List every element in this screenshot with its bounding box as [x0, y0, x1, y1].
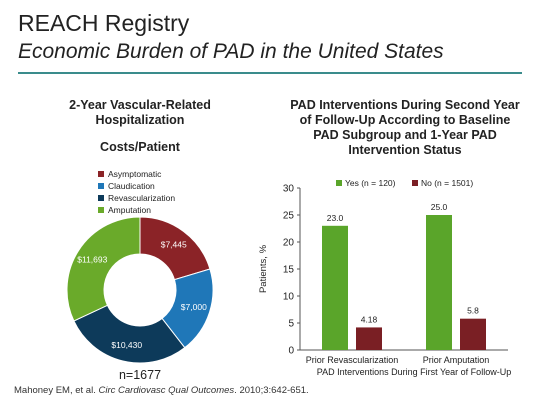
citation-details: . 2010;3:642-651. — [234, 385, 309, 396]
legend-label: Asymptomatic — [108, 169, 162, 179]
bar-yes-1 — [426, 215, 452, 350]
legend-label-no: No (n = 1501) — [421, 178, 473, 188]
legend-item-asymptomatic: Asymptomatic — [98, 168, 175, 180]
legend-label: Amputation — [108, 205, 151, 215]
legend-item-claudication: Claudication — [98, 180, 175, 192]
x-category-label: Prior Revascularization — [306, 355, 399, 365]
donut-value-label-amputation: $11,693 — [77, 255, 107, 265]
y-tick-label: 0 — [288, 346, 294, 357]
x-axis-label: PAD Interventions During First Year of F… — [317, 367, 511, 377]
legend-swatch-no — [412, 180, 418, 186]
bar-value-label-yes-0: 23.0 — [327, 213, 344, 223]
bar-value-label-yes-1: 25.0 — [431, 202, 448, 212]
bar-value-label-no-1: 5.8 — [467, 306, 479, 316]
donut-legend: Asymptomatic Claudication Revascularizat… — [98, 168, 175, 216]
legend-swatch — [98, 171, 104, 177]
legend-swatch-yes — [336, 180, 342, 186]
citation: Mahoney EM, et al. Circ Cardiovasc Qual … — [14, 385, 309, 396]
bar-value-label-no-0: 4.18 — [361, 314, 378, 324]
y-axis-label: Patients, % — [258, 244, 269, 293]
y-tick-label: 10 — [283, 292, 295, 303]
slide-subtitle: Economic Burden of PAD in the United Sta… — [18, 40, 444, 63]
legend-label-yes: Yes (n = 120) — [345, 178, 396, 188]
legend-swatch — [98, 207, 104, 213]
legend-item-amputation: Amputation — [98, 204, 175, 216]
y-tick-label: 5 — [288, 319, 294, 330]
slide-title: REACH Registry — [18, 10, 190, 36]
x-category-label: Prior Amputation — [423, 355, 490, 365]
title-divider — [18, 72, 522, 74]
citation-journal: Circ Cardiovasc Qual Outcomes — [98, 385, 235, 396]
bar-chart-title: PAD Interventions During Second Year of … — [290, 98, 520, 157]
legend-swatch — [98, 183, 104, 189]
donut-slice-asymptomatic — [139, 216, 211, 281]
donut-chart-subtitle: Costs/Patient — [100, 140, 180, 154]
legend-item-revascularization: Revascularization — [98, 192, 175, 204]
legend-label: Revascularization — [108, 193, 176, 203]
y-tick-label: 15 — [283, 265, 295, 276]
sample-size-label: n=1677 — [118, 368, 162, 382]
donut-value-label-asymptomatic: $7,445 — [161, 240, 187, 250]
donut-chart-title: 2-Year Vascular-Related Hospitalization — [69, 98, 211, 127]
donut-value-label-revascularization: $10,430 — [111, 340, 142, 350]
donut-slice-amputation — [66, 216, 141, 322]
legend-label: Claudication — [108, 181, 155, 191]
y-tick-label: 20 — [283, 238, 295, 249]
donut-slice-revascularization — [73, 304, 186, 364]
bar-no-1 — [460, 318, 486, 350]
bar-no-0 — [356, 327, 382, 350]
y-tick-label: 30 — [283, 184, 295, 195]
donut-value-label-claudication: $7,000 — [181, 302, 207, 312]
donut-slice-claudication — [161, 268, 214, 349]
legend-swatch — [98, 195, 104, 201]
citation-authors: Mahoney EM, et al. — [14, 385, 99, 396]
bar-yes-0 — [322, 225, 348, 350]
y-tick-label: 25 — [283, 211, 295, 222]
